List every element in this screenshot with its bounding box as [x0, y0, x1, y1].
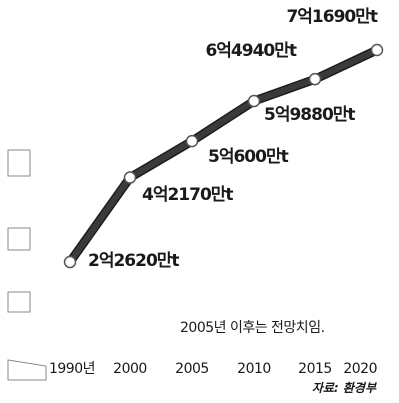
chart-note: 2005년 이후는 전망치임.	[180, 320, 325, 336]
data-label-5: 7억1690만t	[286, 7, 377, 27]
series-line	[67, 47, 380, 265]
data-point-5	[370, 43, 384, 57]
data-label-3: 5억9880만t	[264, 105, 355, 125]
axis-decoration	[7, 149, 47, 381]
data-label-1: 4억2170만t	[142, 185, 233, 205]
data-label-2: 5억600만t	[208, 147, 289, 167]
x-tick-label-1: 2000	[113, 361, 147, 377]
data-point-4	[308, 72, 322, 86]
data-label-layer: 2억2620만t 4억2170만t 5억600만t 5억9880만t 6억4940만t 7…	[88, 7, 379, 271]
point-layer	[63, 43, 384, 269]
data-point-1	[123, 171, 137, 184]
series-layer	[65, 45, 382, 267]
x-tick-label-5: 2020	[343, 361, 377, 377]
x-tick-label-2: 2005	[175, 361, 209, 377]
x-tick-label-4: 2015	[298, 361, 332, 377]
x-tick-label-0: 1990년	[49, 361, 95, 377]
data-label-4: 6억4940만t	[205, 41, 296, 61]
x-tick-label-3: 2010	[237, 361, 271, 377]
data-point-0	[63, 255, 77, 269]
data-point-2	[185, 134, 199, 148]
data-point-3	[247, 94, 261, 108]
x-tick-layer: 1990년 2000 2005 2010 2015 2020	[49, 361, 378, 377]
chart-source: 자료: 환경부	[312, 381, 377, 395]
data-label-0: 2억2620만t	[88, 251, 179, 271]
